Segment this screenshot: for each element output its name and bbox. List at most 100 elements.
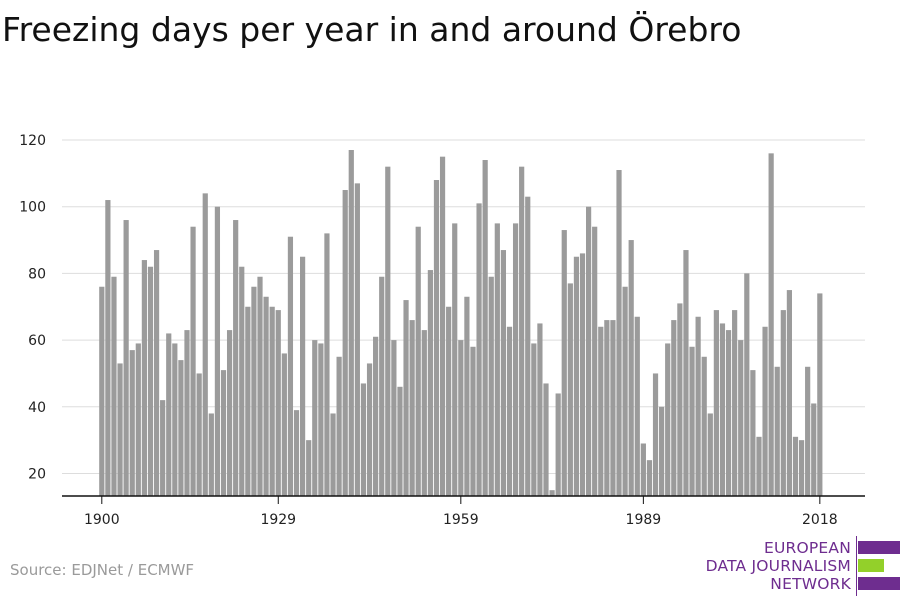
bar-1953 bbox=[421, 330, 427, 496]
x-tick-label: 1959 bbox=[443, 512, 479, 528]
bar-1991 bbox=[652, 373, 659, 496]
bar-1932 bbox=[293, 410, 300, 496]
bar-1992 bbox=[659, 406, 665, 496]
bar-1936 bbox=[318, 343, 324, 496]
bar-1935 bbox=[312, 340, 318, 496]
x-tick-label: 1989 bbox=[626, 512, 662, 528]
bar-1997 bbox=[689, 346, 695, 496]
x-axis-ticks: 1900 1929 1959 1989 2018 bbox=[84, 496, 838, 528]
bar-1930 bbox=[281, 353, 287, 496]
bar-2005 bbox=[738, 340, 744, 496]
bar-1906 bbox=[135, 343, 141, 496]
bar-1985 bbox=[616, 170, 622, 496]
bar-1944 bbox=[366, 363, 373, 496]
bar-1900 bbox=[99, 286, 105, 496]
bar-1951 bbox=[409, 320, 415, 496]
bar-1907 bbox=[141, 260, 147, 496]
bar-1969 bbox=[519, 166, 525, 496]
bar-1962 bbox=[476, 203, 482, 496]
bar-1939 bbox=[336, 356, 342, 496]
logo-bar-green bbox=[858, 559, 884, 572]
y-tick-label: 20 bbox=[28, 467, 46, 483]
bar-1926 bbox=[257, 276, 263, 496]
logo-line-2: DATA JOURNALISM bbox=[705, 557, 851, 575]
edjnet-logo: EUROPEAN DATA JOURNALISM NETWORK bbox=[706, 536, 900, 596]
bar-2009 bbox=[762, 326, 768, 496]
bar-1970 bbox=[525, 196, 531, 496]
bar-1909 bbox=[153, 250, 160, 496]
bar-1950 bbox=[403, 300, 409, 496]
bar-1959 bbox=[458, 340, 464, 496]
bar-1982 bbox=[598, 326, 604, 496]
bar-1973 bbox=[543, 383, 549, 496]
bar-1931 bbox=[287, 236, 294, 496]
bar-1966 bbox=[500, 250, 507, 496]
y-tick-label: 40 bbox=[28, 400, 46, 416]
bar-1952 bbox=[415, 226, 421, 496]
bar-1995 bbox=[677, 303, 683, 496]
bar-1977 bbox=[567, 283, 573, 496]
bar-2007 bbox=[750, 370, 756, 496]
bar-1945 bbox=[373, 336, 379, 496]
gridlines bbox=[62, 139, 865, 474]
bar-1987 bbox=[628, 240, 634, 496]
bar-1917 bbox=[202, 193, 208, 497]
bar-1947 bbox=[385, 166, 391, 496]
y-tick-label: 80 bbox=[28, 266, 46, 282]
bar-1999 bbox=[701, 356, 707, 496]
bar-1993 bbox=[665, 343, 671, 496]
bar-1980 bbox=[586, 206, 592, 496]
bar-1920 bbox=[220, 370, 227, 496]
bar-2010 bbox=[768, 153, 774, 496]
bar-2015 bbox=[798, 440, 805, 496]
bar-1965 bbox=[494, 223, 500, 497]
bar-1901 bbox=[105, 200, 111, 496]
bar-1960 bbox=[464, 296, 470, 496]
bar-1971 bbox=[531, 343, 537, 496]
bar-1961 bbox=[470, 346, 476, 496]
bar-1921 bbox=[226, 330, 233, 496]
bar-1915 bbox=[190, 226, 196, 496]
bar-2018 bbox=[817, 293, 823, 496]
bar-1955 bbox=[433, 180, 440, 496]
bar-1910 bbox=[160, 400, 166, 496]
bar-1938 bbox=[330, 413, 336, 496]
bar-1924 bbox=[245, 306, 251, 496]
bar-1929 bbox=[275, 310, 281, 496]
bar-1986 bbox=[622, 286, 628, 496]
bar-2003 bbox=[725, 330, 732, 496]
bar-1946 bbox=[379, 276, 385, 496]
bar-1903 bbox=[117, 363, 123, 496]
bars bbox=[99, 150, 823, 497]
bar-1918 bbox=[208, 413, 214, 496]
bar-2006 bbox=[744, 273, 750, 496]
logo-line-1: EUROPEAN bbox=[763, 539, 851, 557]
bar-1937 bbox=[324, 233, 330, 496]
bar-2001 bbox=[713, 310, 719, 496]
bar-1963 bbox=[482, 160, 488, 496]
bar-1927 bbox=[263, 296, 269, 496]
bar-1949 bbox=[397, 386, 403, 496]
x-tick-label: 1929 bbox=[260, 512, 296, 528]
bar-1948 bbox=[391, 340, 397, 496]
bar-1908 bbox=[147, 266, 154, 496]
y-tick-label: 60 bbox=[28, 333, 46, 349]
bar-1904 bbox=[123, 220, 129, 497]
bar-1964 bbox=[488, 276, 494, 496]
bar-1933 bbox=[300, 256, 306, 496]
bar-1978 bbox=[573, 256, 580, 496]
x-tick-label: 1900 bbox=[84, 512, 120, 528]
bar-1911 bbox=[166, 333, 172, 496]
bar-1928 bbox=[269, 306, 275, 496]
bar-1905 bbox=[129, 350, 135, 496]
bar-1968 bbox=[512, 223, 519, 497]
bar-1913 bbox=[178, 360, 184, 496]
bar-1967 bbox=[506, 326, 513, 496]
bar-1922 bbox=[233, 220, 239, 497]
bar-2014 bbox=[792, 436, 799, 496]
bar-1989 bbox=[640, 443, 646, 496]
bar-1972 bbox=[537, 323, 543, 496]
bar-1979 bbox=[579, 253, 586, 496]
bar-1958 bbox=[452, 223, 458, 497]
bar-2008 bbox=[756, 436, 762, 496]
